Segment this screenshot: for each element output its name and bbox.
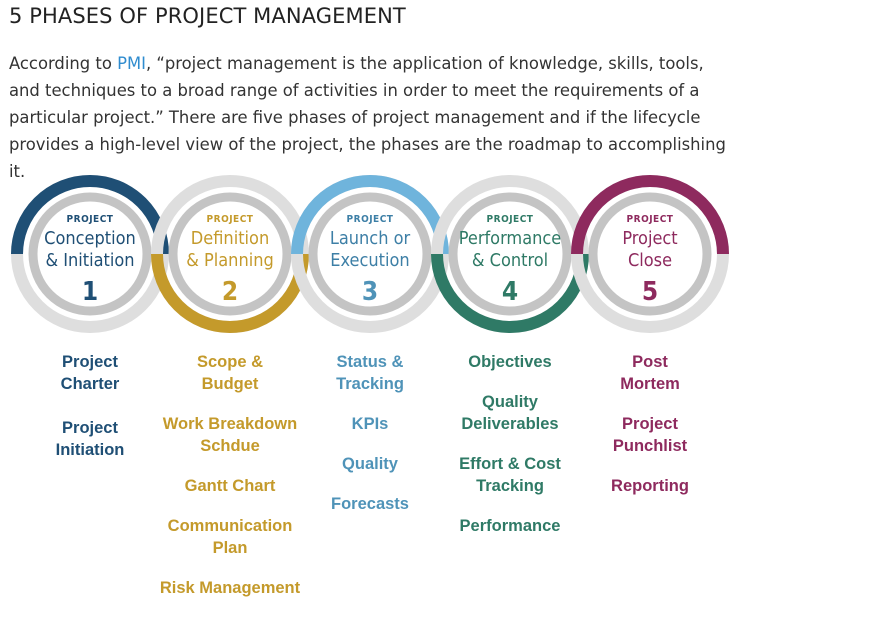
- phase-5-title-line2: Close: [628, 250, 672, 271]
- phase-label-1: PROJECT Conception & Initiation 1: [44, 214, 136, 307]
- phase-5-title-line1: Project: [622, 228, 677, 249]
- intro-text-before: According to: [9, 54, 118, 73]
- phase-4-item: Effort & Cost Tracking: [459, 455, 561, 495]
- ring-5-arc: [571, 175, 729, 255]
- intro-paragraph: According to PMI, “project management is…: [9, 50, 739, 185]
- phase-2-title-line2: & Planning: [186, 250, 274, 271]
- phase-3-item: Status & Tracking: [336, 353, 404, 393]
- phase-2-item: Communication Plan: [167, 517, 293, 557]
- phases-diagram: PROJECT Conception & Initiation 1 PROJEC…: [11, 175, 729, 333]
- ring-1-inner-track: [28, 192, 152, 316]
- phase-5-item: Project Punchlist: [612, 415, 688, 455]
- pmi-link[interactable]: PMI: [117, 54, 146, 73]
- ring-4-inner-track: [448, 192, 572, 316]
- phase-2-item: Risk Management: [159, 579, 301, 597]
- phase-3-kicker: PROJECT: [347, 214, 394, 225]
- ring-1-arc: [11, 175, 169, 255]
- phase-4-title-line2: & Control: [472, 250, 548, 271]
- phase-3-number: 3: [362, 277, 378, 307]
- phase-3-item: Quality: [342, 455, 398, 473]
- phase-3-title-line2: Execution: [330, 250, 409, 271]
- ring-3-inner-track: [308, 192, 432, 316]
- phase-3-title-line1: Launch or: [330, 228, 411, 249]
- phase-4-item: Objectives: [468, 353, 552, 371]
- phase-4-item: Quality Deliverables: [461, 393, 559, 433]
- phase-4-number: 4: [502, 277, 518, 307]
- phase-1-items: Project Charter Project Initiation: [12, 351, 168, 461]
- phase-label-2: PROJECT Definition & Planning 2: [186, 214, 274, 307]
- phase-2-number: 2: [222, 277, 238, 307]
- phase-3-item: KPIs: [351, 415, 389, 433]
- phase-1-title-line1: Conception: [44, 228, 136, 249]
- phase-label-4: PROJECT Performance & Control 4: [459, 214, 562, 307]
- phase-4-title-line1: Performance: [459, 228, 562, 249]
- phase-ring-5: [571, 175, 729, 333]
- ring-2-arc: [151, 253, 309, 333]
- intro-text-after: , “project management is the application…: [9, 54, 726, 181]
- phase-2-items: Scope & Budget Work Breakdown Schdue Gantt C…: [152, 351, 308, 599]
- phase-5-kicker: PROJECT: [627, 214, 674, 225]
- phase-4-item: Performance: [459, 517, 561, 535]
- phase-label-3: PROJECT Launch or Execution 3: [330, 214, 411, 307]
- phase-5-item: Post Mortem: [620, 353, 680, 393]
- phase-2-item: Scope & Budget: [196, 353, 264, 393]
- phase-1-kicker: PROJECT: [67, 214, 114, 225]
- phase-ring-1: [11, 175, 169, 333]
- ring-4-arc: [431, 253, 589, 333]
- phase-2-title-line1: Definition: [191, 228, 269, 249]
- phase-label-5: PROJECT Project Close 5: [622, 214, 677, 307]
- phase-5-item: Reporting: [611, 477, 689, 495]
- phase-1-number: 1: [82, 277, 98, 307]
- ring-2-inner-track: [168, 192, 292, 316]
- phase-3-item: Forecasts: [331, 495, 409, 513]
- phase-2-kicker: PROJECT: [207, 214, 254, 225]
- page-title: 5 PHASES OF PROJECT MANAGEMENT: [9, 4, 406, 28]
- phase-2-item: Gantt Chart: [184, 477, 276, 495]
- phase-ring-2: [151, 175, 309, 333]
- phase-2-item: Work Breakdown Schdue: [162, 415, 298, 455]
- phase-5-number: 5: [642, 277, 658, 307]
- phase-1-item: Project Initiation: [55, 419, 125, 459]
- phase-4-kicker: PROJECT: [487, 214, 534, 225]
- phase-4-items: Objectives Quality Deliverables Effort & Co…: [432, 351, 588, 537]
- phase-5-items: Post Mortem Project Punchlist Reporting: [572, 351, 728, 497]
- phase-1-title-line2: & Initiation: [45, 250, 134, 271]
- phase-1-item: Project Charter: [60, 353, 120, 393]
- phase-3-items: Status & Tracking KPIs Quality Forecasts: [292, 351, 448, 515]
- ring-3-arc: [291, 175, 449, 255]
- ring-5-inner-track: [588, 192, 712, 316]
